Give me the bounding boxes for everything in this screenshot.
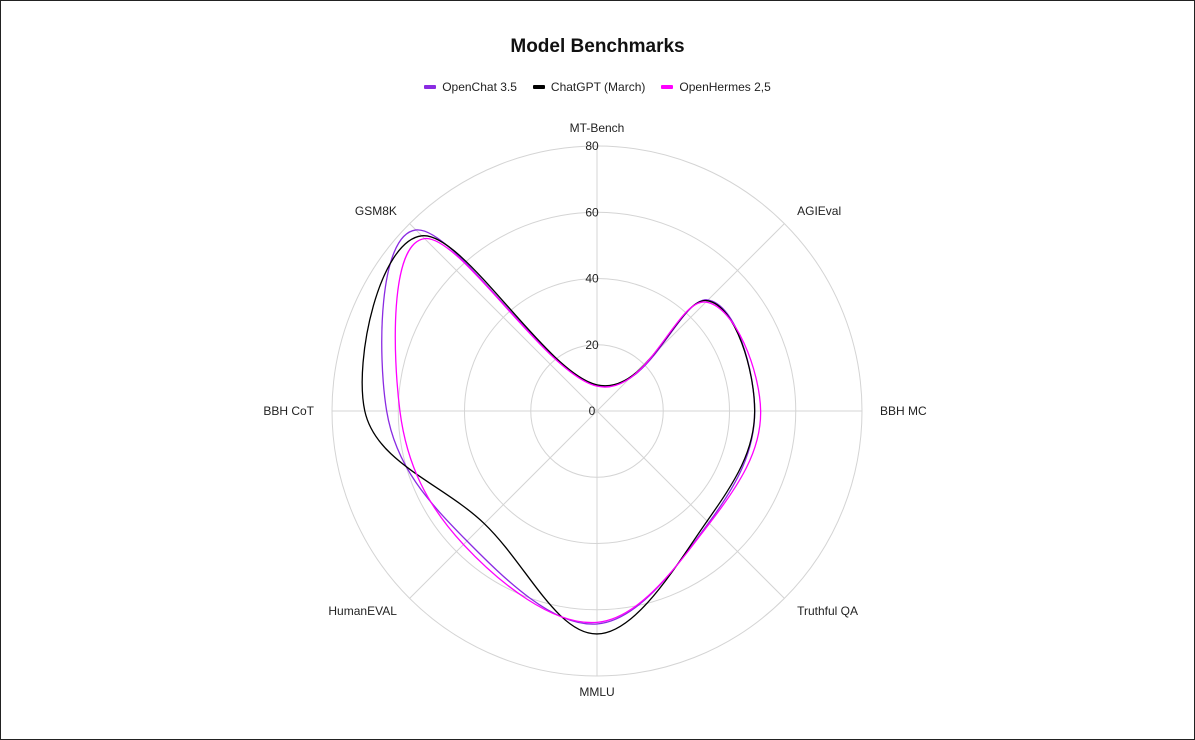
spoke-3 [596, 410, 785, 599]
spoke-7 [409, 223, 598, 412]
axis-label-2: BBH MC [880, 404, 927, 418]
series-line-2 [394, 237, 762, 624]
axis-label-4: MMLU [579, 685, 614, 699]
axis-label-0: MT-Bench [570, 121, 625, 135]
r-tick-label-4: 80 [585, 139, 599, 153]
series-line-1 [361, 235, 756, 635]
legend-label-2: OpenHermes 2,5 [679, 80, 771, 94]
axis-label-1: AGIEval [797, 204, 841, 218]
legend-label-1: ChatGPT (March) [550, 80, 646, 94]
legend-item-0[interactable]: OpenChat 3.5 [424, 80, 517, 94]
chart-title: Model Benchmarks [510, 36, 685, 57]
spoke-5 [409, 410, 598, 599]
chart-legend: OpenChat 3.5 ChatGPT (March) OpenHermes 2,… [0, 80, 1195, 94]
legend-swatch-0 [424, 85, 437, 89]
r-tick-label-1: 20 [585, 338, 599, 352]
r-tick-label-2: 40 [585, 272, 599, 286]
legend-swatch-1 [532, 85, 545, 89]
axis-label-5: HumanEVAL [328, 604, 397, 618]
spoke-1 [596, 223, 785, 412]
axis-label-7: GSM8K [355, 204, 397, 218]
r-tick-label-0: 0 [589, 404, 596, 418]
axis-label-3: Truthful QA [797, 604, 858, 618]
r-tick-label-3: 60 [585, 205, 599, 219]
legend-item-1[interactable]: ChatGPT (March) [532, 80, 646, 94]
legend-swatch-2 [661, 85, 674, 89]
legend-item-2[interactable]: OpenHermes 2,5 [661, 80, 771, 94]
series-line-0 [381, 229, 756, 625]
axis-label-6: BBH CoT [263, 404, 314, 418]
legend-label-0: OpenChat 3.5 [442, 80, 517, 94]
